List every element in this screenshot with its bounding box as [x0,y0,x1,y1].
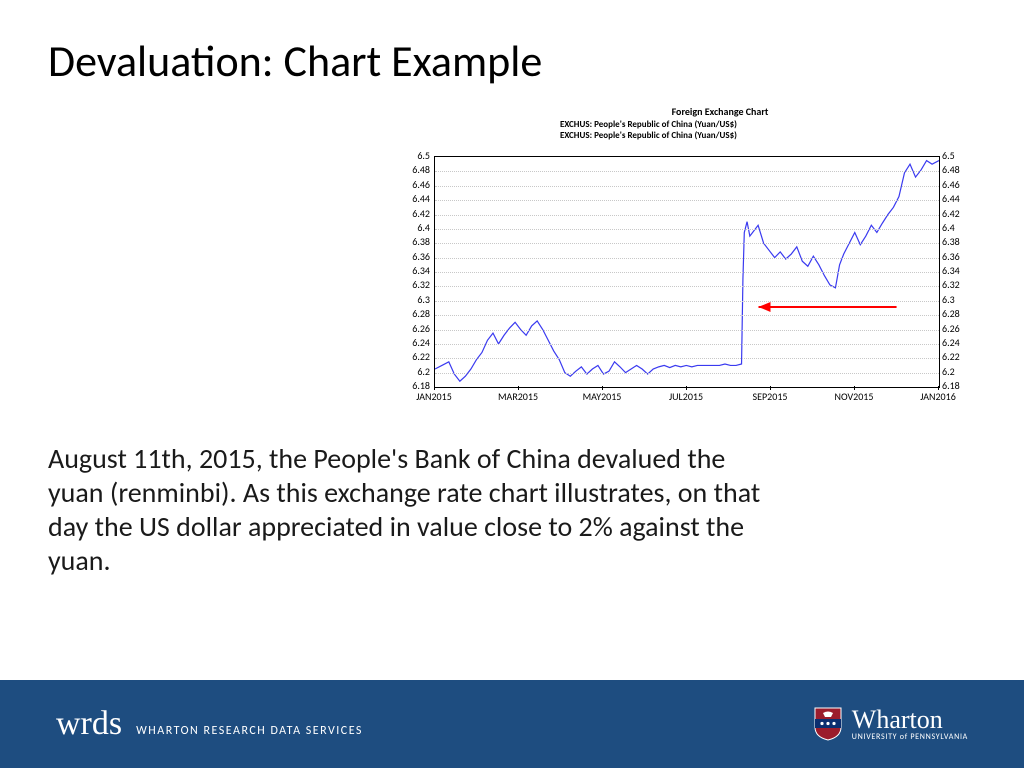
ytick-right: 6.48 [942,165,972,175]
gridline [435,243,939,244]
xtick: JUL2015 [669,390,703,403]
plot-box [434,156,940,388]
gridline [435,171,939,172]
ytick-left: 6.5 [400,151,430,161]
penn-shield-icon [814,707,842,741]
wharton-text: Wharton UNIVERSITY of PENNSYLVANIA [852,707,968,741]
gridline [435,344,939,345]
gridline [435,358,939,359]
xtick: MAY2015 [583,390,622,403]
wrds-mark: wrds [56,705,122,743]
ytick-left: 6.2 [400,367,430,377]
gridline [435,258,939,259]
ytick-left: 6.38 [400,237,430,247]
ytick-right: 6.44 [942,194,972,204]
ytick-left: 6.3 [400,295,430,305]
xtick-mark [602,386,603,390]
ytick-left: 6.22 [400,352,430,362]
ytick-right: 6.3 [942,295,972,305]
ytick-left: 6.26 [400,324,430,334]
xtick-mark [770,386,771,390]
series-line [435,161,939,382]
xtick: JAN2016 [920,390,956,403]
gridline [435,286,939,287]
chart-subtitle-1: EXCHUS: People's Republic of China (Yuan… [560,119,880,130]
ytick-left: 6.4 [400,223,430,233]
wharton-university: UNIVERSITY of PENNSYLVANIA [852,733,968,741]
ytick-right: 6.46 [942,180,972,190]
ytick-left: 6.42 [400,209,430,219]
body-paragraph: August 11th, 2015, the People's Bank of … [48,442,768,579]
gridline [435,373,939,374]
ytick-left: 6.44 [400,194,430,204]
ytick-right: 6.42 [942,209,972,219]
xtick-mark [434,386,435,390]
xtick: MAR2015 [498,390,538,403]
wrds-subtitle: WHARTON RESEARCH DATA SERVICES [136,724,363,738]
ytick-right: 6.26 [942,324,972,334]
xtick-mark [686,386,687,390]
ytick-right: 6.28 [942,309,972,319]
ytick-right: 6.36 [942,252,972,262]
footer-bar: wrds WHARTON RESEARCH DATA SERVICES Whar… [0,680,1024,768]
ytick-left: 6.48 [400,165,430,175]
wharton-name: Wharton [852,707,968,733]
ytick-left: 6.24 [400,338,430,348]
chart-title: Foreign Exchange Chart [560,106,880,119]
xtick-mark [854,386,855,390]
xtick-mark [518,386,519,390]
page-title: Devaluation: Chart Example [48,34,542,88]
xtick: SEP2015 [753,390,788,403]
ytick-right: 6.4 [942,223,972,233]
ytick-right: 6.2 [942,367,972,377]
xtick: JAN2015 [416,390,452,403]
gridline [435,330,939,331]
chart-header: Foreign Exchange Chart EXCHUS: People's … [560,106,880,141]
wrds-logo: wrds WHARTON RESEARCH DATA SERVICES [56,705,363,743]
ytick-right: 6.22 [942,352,972,362]
gridline [435,315,939,316]
exchange-rate-chart: 6.186.186.26.26.226.226.246.246.266.266.… [400,150,970,420]
ytick-right: 6.32 [942,280,972,290]
chart-subtitle-2: EXCHUS: People's Republic of China (Yuan… [560,130,880,141]
ytick-right: 6.5 [942,151,972,161]
ytick-left: 6.28 [400,309,430,319]
gridline [435,186,939,187]
ytick-left: 6.32 [400,280,430,290]
ytick-left: 6.46 [400,180,430,190]
xtick-mark [938,386,939,390]
ytick-right: 6.38 [942,237,972,247]
gridline [435,272,939,273]
ytick-right: 6.34 [942,266,972,276]
xtick: NOV2015 [835,390,874,403]
ytick-right: 6.24 [942,338,972,348]
gridline [435,301,939,302]
ytick-left: 6.34 [400,266,430,276]
gridline [435,215,939,216]
gridline [435,200,939,201]
gridline [435,229,939,230]
wharton-logo: Wharton UNIVERSITY of PENNSYLVANIA [814,707,968,741]
ytick-left: 6.36 [400,252,430,262]
